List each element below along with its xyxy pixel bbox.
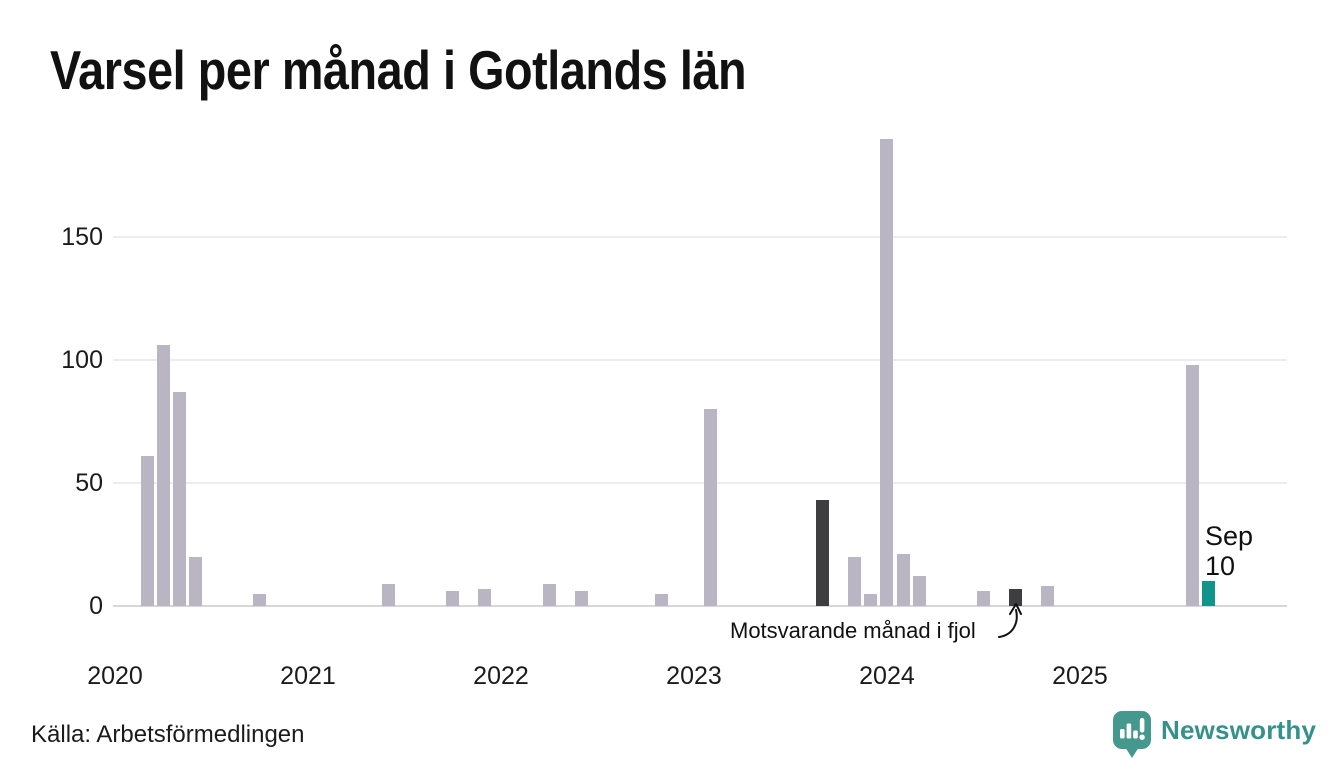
x-axis-year-label: 2023: [666, 662, 722, 690]
y-axis-tick-label: 50: [75, 469, 103, 497]
y-axis-tick-label: 100: [61, 346, 103, 374]
gridline: [113, 236, 1287, 238]
bar-2023-12: [864, 594, 878, 606]
x-axis-year-label: 2024: [859, 662, 915, 690]
bar-2020-05: [172, 392, 186, 606]
x-axis-year-label: 2021: [280, 662, 336, 690]
bar-2023-09: [816, 500, 830, 606]
source-credit: Källa: Arbetsförmedlingen: [31, 721, 305, 748]
gridline: [113, 482, 1287, 484]
bar-2024-01: [880, 139, 894, 606]
current-month-name: Sep: [1205, 521, 1254, 551]
bar-2025-08: [1186, 365, 1200, 606]
bar-2022-04: [542, 584, 556, 606]
x-axis-baseline: [113, 605, 1287, 607]
x-axis-year-label: 2025: [1052, 662, 1108, 690]
bar-2024-07: [976, 591, 990, 606]
current-month-label: Sep 10: [1205, 521, 1253, 581]
x-axis-year-label: 2022: [473, 662, 529, 690]
bar-2020-06: [188, 557, 202, 606]
bar-2024-11: [1041, 586, 1055, 606]
annotation-text: Motsvarande månad i fjol: [730, 618, 976, 643]
bar-2022-11: [655, 594, 669, 606]
bar-2020-04: [156, 345, 170, 606]
bar-2025-09: [1202, 581, 1216, 606]
current-month-value: 10: [1205, 551, 1236, 581]
bar-2020-10: [253, 594, 267, 606]
bar-2022-06: [574, 591, 588, 606]
bar-2021-06: [381, 584, 395, 606]
gridline: [113, 359, 1287, 361]
bar-2024-09: [1009, 589, 1023, 606]
newsworthy-logo-text: Newsworthy: [1161, 715, 1317, 745]
bar-2023-11: [848, 557, 862, 606]
bar-2021-10: [446, 591, 460, 606]
chart-title: Varsel per månad i Gotlands län: [50, 39, 747, 101]
bar-2024-03: [912, 576, 926, 606]
newsworthy-logo-icon: [1113, 711, 1151, 758]
y-axis-tick-label: 150: [61, 223, 103, 251]
y-axis-tick-label: 0: [89, 592, 103, 620]
bar-2020-03: [140, 456, 154, 606]
annotation-arrow-icon: [998, 603, 1022, 638]
bar-2023-02: [703, 409, 717, 606]
x-axis-year-label: 2020: [87, 662, 143, 690]
bar-2024-02: [896, 554, 910, 606]
bar-2021-12: [478, 589, 492, 606]
newsworthy-logo: Newsworthy: [1112, 710, 1316, 759]
